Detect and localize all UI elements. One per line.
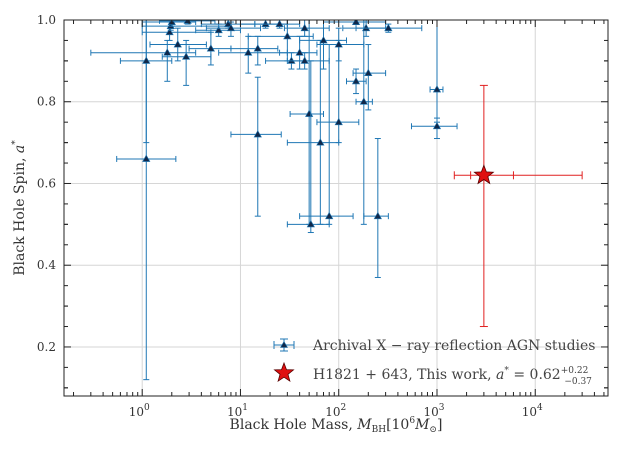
triangle-marker xyxy=(244,48,253,56)
triangle-marker xyxy=(173,40,182,48)
data-point xyxy=(299,20,348,70)
triangle-marker xyxy=(261,20,270,27)
triangle-marker xyxy=(283,31,292,40)
data-point xyxy=(355,23,423,33)
legend-label-archival: Archival X − ray reflection AGN studies xyxy=(312,338,596,354)
triangle-marker xyxy=(316,138,325,146)
triangle-marker xyxy=(295,48,304,56)
triangle-marker xyxy=(334,117,343,126)
triangle-marker xyxy=(334,40,343,48)
triangle-marker xyxy=(206,44,215,52)
y-tick-label: 0.2 xyxy=(37,340,56,354)
y-tick-label: 0.6 xyxy=(37,176,56,190)
x-tick-label: 103 xyxy=(423,403,444,419)
data-point xyxy=(283,20,330,37)
y-tick-label: 0.4 xyxy=(37,258,56,272)
data-point xyxy=(429,20,444,123)
triangle-marker xyxy=(166,21,175,30)
triangle-marker xyxy=(142,154,151,162)
triangle-marker xyxy=(364,68,373,77)
triangle-marker xyxy=(165,27,174,36)
triangle-marker xyxy=(226,23,236,32)
triangle-marker xyxy=(224,20,233,27)
triangle-marker xyxy=(300,23,309,32)
triangle-marker xyxy=(319,36,328,44)
data-point xyxy=(230,76,282,217)
y-tick-label: 0.8 xyxy=(37,95,56,109)
triangle-marker xyxy=(287,56,296,64)
data-point xyxy=(90,39,197,82)
triangle-marker xyxy=(373,211,382,220)
triangle-marker xyxy=(253,44,262,52)
triangle-marker xyxy=(432,121,442,130)
data-point xyxy=(149,27,207,62)
y-tick-label: 1.0 xyxy=(37,13,56,27)
legend: Archival X − ray reflection AGN studies … xyxy=(273,338,596,387)
data-point-this-work xyxy=(453,84,583,328)
triangle-marker xyxy=(432,85,442,93)
plot-frame xyxy=(63,19,609,397)
data-point xyxy=(299,44,354,225)
triangle-marker xyxy=(351,76,361,85)
triangle-marker xyxy=(182,52,191,60)
y-axis-label: Black Hole Spin, a* xyxy=(11,140,28,276)
triangle-marker xyxy=(362,23,371,32)
triangle-marker xyxy=(300,56,309,64)
triangle-marker xyxy=(384,23,393,32)
triangle-marker xyxy=(325,211,334,220)
triangle-marker xyxy=(163,48,172,56)
x-axis-label: Black Hole Mass, MBH[106M⊙] xyxy=(230,416,443,435)
data-point xyxy=(316,27,365,62)
triangle-marker xyxy=(275,20,284,27)
data-point xyxy=(352,44,387,111)
x-tick-label: 104 xyxy=(522,403,543,419)
data-point xyxy=(218,35,288,74)
data-point xyxy=(119,20,173,144)
triangle-marker xyxy=(214,25,223,34)
data-point xyxy=(363,138,389,278)
x-tick-label: 100 xyxy=(129,403,150,419)
axis-ticks: 0.2 0.4 0.6 0.8 1.0 100 101 102 103 104 xyxy=(37,13,608,419)
triangle-marker xyxy=(253,130,262,138)
legend-marker-this-work xyxy=(273,361,295,383)
x-tick-label: 101 xyxy=(227,403,248,419)
legend-marker-archival xyxy=(273,338,295,352)
data-point xyxy=(355,20,373,225)
legend-label-this-work: H1821 + 643, This work, a* = 0.62+0.22 −0… xyxy=(313,366,592,387)
triangle-marker xyxy=(359,97,368,105)
triangle-marker xyxy=(351,20,361,25)
star-marker xyxy=(473,164,495,185)
triangle-marker xyxy=(142,56,151,64)
triangle-marker xyxy=(306,219,315,228)
data-point xyxy=(289,20,325,225)
x-tick-label: 102 xyxy=(325,403,346,419)
data-point xyxy=(254,20,301,29)
